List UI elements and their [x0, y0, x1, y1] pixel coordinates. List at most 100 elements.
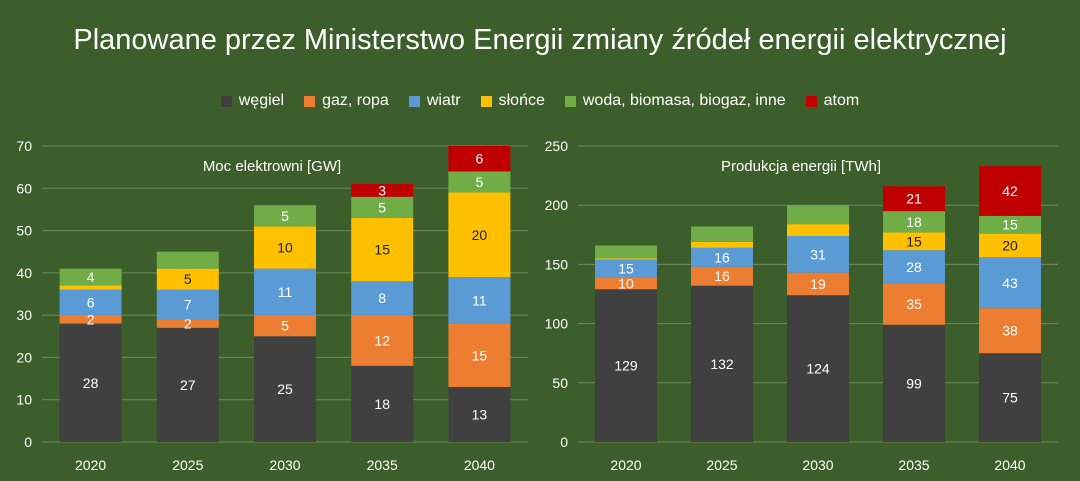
production-data-label: 16 — [714, 268, 730, 284]
production-data-label: 18 — [906, 214, 922, 230]
capacity-bar-segment — [351, 281, 414, 316]
capacity-data-label: 2 — [184, 316, 192, 332]
capacity-x-tick-label: 2030 — [269, 457, 300, 473]
production-y-tick-label: 250 — [545, 138, 569, 154]
page-title: Planowane przez Ministerstwo Energii zmi… — [73, 24, 1007, 56]
legend-item-solar: słońce — [480, 92, 545, 110]
capacity-bar-segment — [156, 327, 219, 442]
capacity-bar-segment — [59, 285, 122, 290]
capacity-data-label: 20 — [472, 227, 488, 243]
production-data-label: 42 — [1002, 183, 1018, 199]
production-bar-segment — [883, 232, 945, 251]
capacity-y-tick-label: 20 — [16, 349, 32, 365]
capacity-bar-segment — [156, 268, 219, 290]
production-bar-segment — [595, 277, 657, 290]
production-bar-segment — [787, 235, 849, 273]
production-data-label: 15 — [1002, 217, 1018, 233]
capacity-bar-segment — [351, 196, 414, 218]
legend-swatch-nuclear — [805, 95, 817, 107]
capacity-data-label: 5 — [476, 174, 484, 190]
production-bar-segment — [691, 285, 753, 442]
production-bar-segment — [595, 259, 657, 278]
production-x-tick-label: 2025 — [706, 457, 737, 473]
legend-label-solar: słońce — [498, 92, 545, 109]
capacity-data-label: 5 — [378, 199, 386, 215]
production-y-tick-label: 50 — [552, 375, 568, 391]
production-data-label: 15 — [618, 261, 634, 277]
capacity-x-tick-label: 2020 — [75, 457, 106, 473]
production-x-tick-label: 2020 — [610, 457, 641, 473]
production-bar-segment — [883, 324, 945, 442]
capacity-data-label: 2 — [87, 311, 95, 327]
legend-swatch-coal — [220, 95, 232, 107]
production-bar-segment — [979, 257, 1041, 309]
production-data-label: 31 — [810, 246, 826, 262]
capacity-y-tick-label: 10 — [16, 392, 32, 408]
capacity-bar-segment — [156, 319, 219, 328]
production-bar-segment — [979, 233, 1041, 258]
production-x-tick-label: 2035 — [898, 457, 929, 473]
capacity-bar-segment — [59, 315, 122, 324]
capacity-bar-segment — [254, 268, 316, 316]
capacity-y-tick-label: 70 — [16, 138, 32, 154]
capacity-bar-segment — [351, 184, 414, 197]
capacity-data-label: 8 — [378, 290, 386, 306]
capacity-bar-segment — [448, 146, 511, 172]
capacity-bar-segment — [448, 192, 511, 278]
capacity-y-tick-label: 40 — [16, 265, 32, 281]
capacity-data-label: 11 — [278, 284, 293, 300]
production-bar-segment — [691, 247, 753, 267]
production-bar-segment — [979, 353, 1041, 442]
production-data-label: 21 — [906, 191, 922, 207]
capacity-data-label: 5 — [184, 271, 192, 287]
production-data-label: 124 — [806, 361, 830, 377]
capacity-bar-segment — [448, 171, 511, 193]
production-bar-segment — [787, 205, 849, 225]
capacity-data-label: 15 — [472, 347, 488, 363]
capacity-bar-segment — [448, 277, 511, 324]
legend-swatch-wind — [408, 95, 420, 107]
production-data-label: 75 — [1002, 390, 1018, 406]
capacity-bar-segment — [254, 315, 316, 337]
production-data-label: 15 — [906, 233, 922, 249]
capacity-data-label: 6 — [476, 151, 484, 167]
production-data-label: 38 — [1002, 323, 1018, 339]
capacity-bar-segment — [59, 268, 122, 286]
capacity-data-label: 18 — [374, 396, 390, 412]
production-bar-segment — [595, 258, 657, 260]
capacity-data-label: 15 — [374, 242, 390, 258]
legend-label-water-biomass: woda, biomasa, biogaz, inne — [582, 92, 786, 109]
production-y-tick-label: 0 — [560, 434, 568, 450]
production-bar-segment — [883, 283, 945, 325]
legend-item-gas-oil: gaz, ropa — [304, 92, 389, 110]
production-bar-segment — [883, 211, 945, 233]
capacity-bar-segment — [254, 226, 316, 269]
capacity-bar-segment — [254, 336, 316, 442]
legend-item-coal: węgiel — [220, 92, 284, 110]
capacity-data-label: 3 — [378, 182, 386, 198]
capacity-data-label: 5 — [281, 318, 289, 334]
production-data-label: 132 — [710, 356, 734, 372]
production-x-tick-label: 2030 — [802, 457, 833, 473]
production-bar-segment — [883, 186, 945, 212]
capacity-y-tick-label: 50 — [16, 223, 32, 239]
capacity-bar-segment — [59, 289, 122, 316]
legend-item-nuclear: atom — [805, 92, 860, 110]
production-bar-segment — [883, 250, 945, 284]
capacity-y-tick-label: 30 — [16, 307, 32, 323]
capacity-y-tick-label: 60 — [16, 180, 32, 196]
capacity-bar-segment — [254, 205, 316, 227]
capacity-data-label: 7 — [184, 297, 192, 313]
production-data-label: 28 — [906, 259, 922, 275]
production-bar-segment — [691, 226, 753, 242]
capacity-bar-segment — [59, 323, 122, 442]
legend-label-nuclear: atom — [823, 92, 860, 109]
production-bar-segment — [979, 308, 1041, 354]
capacity-bar-segment — [448, 323, 511, 388]
capacity-data-label: 4 — [87, 269, 95, 285]
capacity-bar-segment — [156, 251, 219, 269]
capacity-data-label: 27 — [180, 377, 196, 393]
capacity-bar-segment — [351, 365, 414, 442]
production-data-label: 16 — [714, 249, 730, 265]
